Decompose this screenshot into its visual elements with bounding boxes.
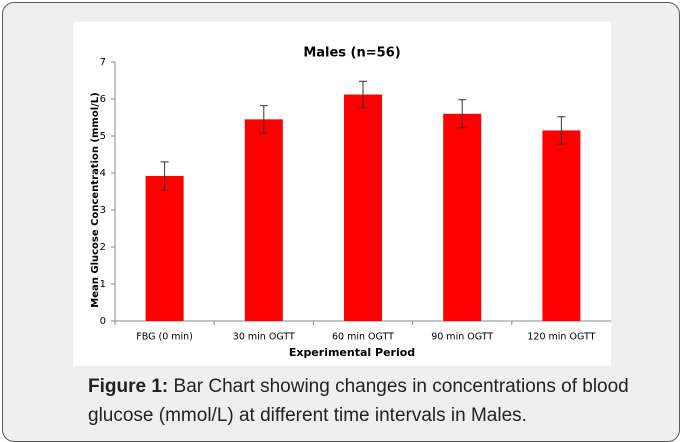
y-tick-label: 3 <box>100 205 106 216</box>
bar <box>145 175 184 321</box>
error-bar <box>259 105 268 134</box>
x-axis-label: Experimental Period <box>289 346 415 359</box>
chart: Males (n=56) Experimental Period Mean Gl… <box>73 22 611 366</box>
y-tick-label: 0 <box>100 316 106 327</box>
x-tick-label: 60 min OGTT <box>332 332 394 343</box>
x-tick-label: FBG (0 min) <box>136 332 193 343</box>
x-tick-label: 30 min OGTT <box>233 332 295 343</box>
error-bar <box>557 116 566 145</box>
y-tick-label: 5 <box>100 131 106 142</box>
x-tick-label: 90 min OGTT <box>431 332 493 343</box>
bar <box>443 113 482 321</box>
error-bar <box>160 161 169 191</box>
y-axis-label: Mean Glucose Concentration (mmol/L) <box>90 92 101 307</box>
error-bar <box>359 80 367 109</box>
caption-label: Figure 1: <box>88 376 169 397</box>
y-tick-label: 1 <box>100 279 106 290</box>
y-tick-label: 2 <box>100 242 106 253</box>
y-tick-label: 6 <box>100 94 106 105</box>
error-bar <box>458 99 467 129</box>
caption: Figure 1: Bar Chart showing changes in c… <box>88 372 668 430</box>
y-tick-label: 4 <box>100 168 106 179</box>
bar <box>542 130 581 321</box>
bar <box>344 94 382 321</box>
chart-title: Males (n=56) <box>303 46 400 61</box>
x-tick-label: 120 min OGTT <box>527 332 595 343</box>
y-tick-label: 7 <box>100 57 106 68</box>
bar <box>244 119 283 321</box>
caption-text: Bar Chart showing changes in concentrati… <box>88 376 629 426</box>
